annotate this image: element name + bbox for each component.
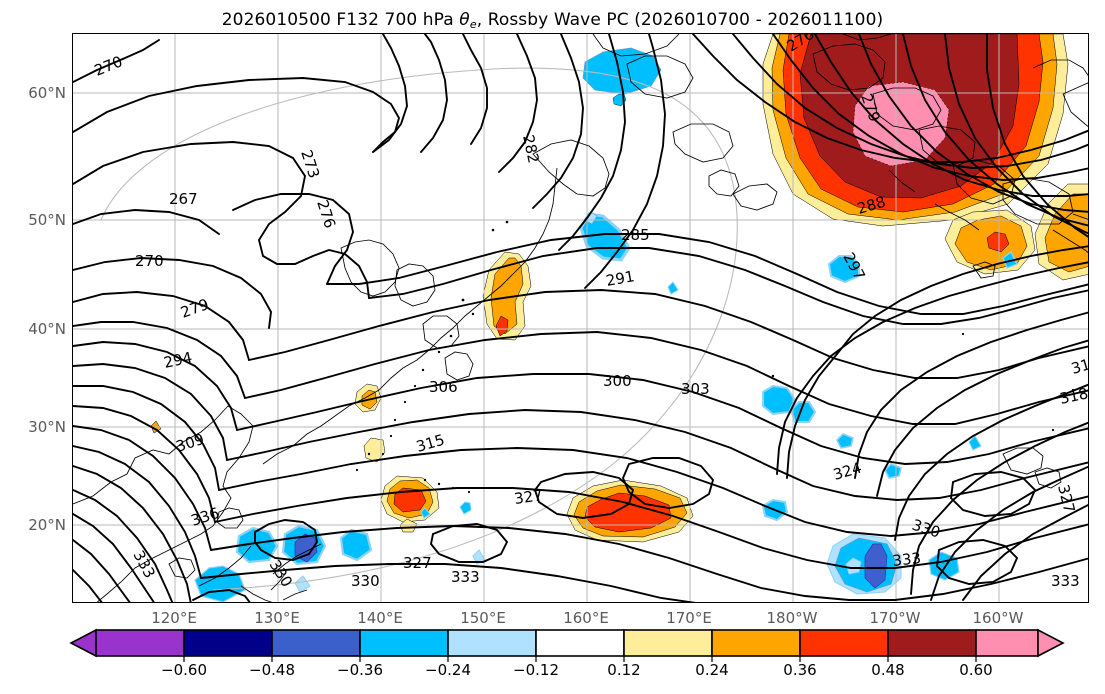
contour-label: 309: [174, 430, 207, 456]
xtick-120E: 120°E: [151, 609, 197, 627]
map-contour-canvas: 270 267 270 273 276 279 294 282 285 291 …: [73, 34, 1089, 602]
xtick-140E: 140°E: [357, 609, 403, 627]
cbar-tick-3: −0.24: [425, 661, 471, 679]
xtick-170W: 170°W: [869, 609, 921, 627]
xtick-130E: 130°E: [254, 609, 300, 627]
cbar-tick-6: 0.24: [695, 661, 729, 679]
cbar-tick-8: 0.48: [871, 661, 905, 679]
theta-subscript: e: [469, 18, 477, 31]
colorbar[interactable]: −0.60 −0.48 −0.36 −0.24 −0.12 0.12 0.24 …: [0, 624, 1105, 694]
ytick-50N: 50°N: [28, 211, 66, 229]
contour-label: 318: [1058, 384, 1089, 408]
cbar-tick-1: −0.48: [249, 661, 295, 679]
contour-label: 336: [189, 504, 222, 530]
contour-label: 285: [621, 226, 650, 244]
title-part-tail: , Rossby Wave PC (2026010700 - 202601110…: [476, 10, 884, 30]
cbar-tick-2: −0.36: [337, 661, 383, 679]
cbar-tick-4: −0.12: [513, 661, 559, 679]
contour-label: 333: [1051, 572, 1080, 590]
contour-label: 333: [892, 549, 922, 570]
colorbar-canvas: [69, 628, 1065, 662]
cbar-tick-9: 0.60: [959, 661, 993, 679]
chart-title: 2026010500 F132 700 hPa θe, Rossby Wave …: [0, 10, 1105, 31]
cbar-tick-0: −0.60: [161, 661, 207, 679]
ytick-30N: 30°N: [28, 418, 66, 436]
contour-label: 303: [681, 380, 710, 398]
contour-label: 333: [129, 547, 158, 581]
xtick-170E: 170°E: [666, 609, 712, 627]
contour-label: 273: [297, 148, 323, 181]
contour-label: 270: [135, 252, 164, 270]
coastlines: [73, 34, 1088, 602]
contour-label: 291: [605, 267, 636, 290]
contour-label: 270: [92, 52, 125, 79]
contour-label: 312: [1069, 353, 1089, 378]
contour-label: 330: [910, 516, 943, 542]
cbar-tick-7: 0.36: [783, 661, 817, 679]
ytick-40N: 40°N: [28, 320, 66, 338]
contour-label: 324: [831, 459, 863, 484]
ytick-60N: 60°N: [28, 84, 66, 102]
ytick-20N: 20°N: [28, 516, 66, 534]
xtick-180W: 180°W: [766, 609, 818, 627]
contour-label: 306: [429, 378, 458, 396]
contour-label: 282: [519, 133, 543, 165]
contour-label: 294: [162, 348, 194, 372]
contour-label: 267: [169, 190, 198, 208]
contour-label: 333: [451, 568, 480, 586]
contour-label: 327: [513, 486, 544, 508]
title-part-init: 2026010500 F132 700 hPa: [221, 10, 460, 30]
contour-label: 300: [603, 372, 632, 390]
xtick-150E: 150°E: [460, 609, 506, 627]
contour-label: 327: [1054, 483, 1078, 515]
cbar-tick-5: 0.12: [607, 661, 641, 679]
contour-label: 327: [403, 554, 432, 572]
theta-symbol: θ: [459, 10, 470, 30]
contour-label: 330: [351, 572, 380, 590]
theta-e-contours: [73, 34, 1088, 602]
colorbar-swatches: [69, 628, 1065, 658]
xtick-160W: 160°W: [972, 609, 1024, 627]
map-plot-area[interactable]: 270 267 270 273 276 279 294 282 285 291 …: [72, 33, 1089, 603]
colorbar-ticks: [183, 656, 977, 662]
xtick-160E: 160°E: [563, 609, 609, 627]
